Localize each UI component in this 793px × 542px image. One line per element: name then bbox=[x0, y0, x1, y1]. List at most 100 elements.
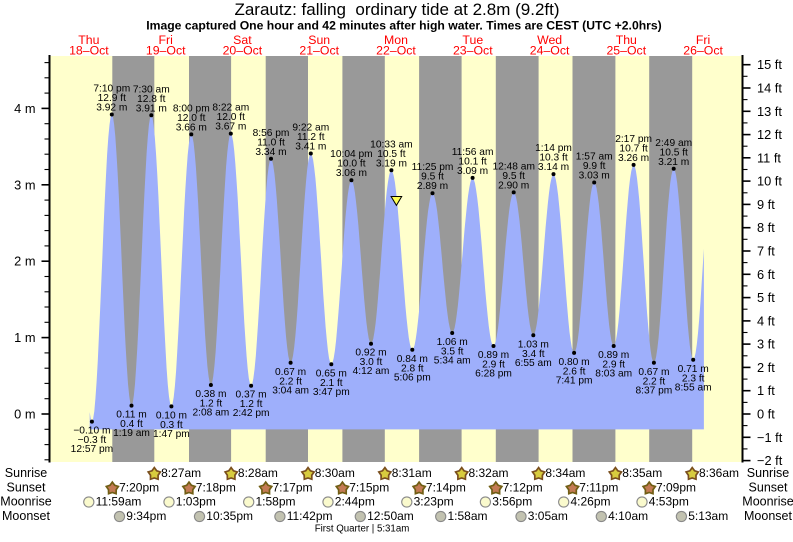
svg-text:12.8 ft: 12.8 ft bbox=[137, 94, 165, 105]
svg-text:4 m: 4 m bbox=[14, 101, 35, 116]
svg-text:6:28 pm: 6:28 pm bbox=[475, 369, 512, 380]
svg-text:1.06 m: 1.06 m bbox=[437, 337, 468, 348]
svg-text:Moonrise: Moonrise bbox=[0, 495, 51, 509]
svg-text:7:09pm: 7:09pm bbox=[656, 481, 696, 495]
svg-text:1:19 am: 1:19 am bbox=[113, 428, 150, 439]
svg-text:10 ft: 10 ft bbox=[757, 174, 782, 189]
svg-text:20–Oct: 20–Oct bbox=[223, 43, 263, 57]
svg-text:5 ft: 5 ft bbox=[757, 290, 775, 305]
svg-text:3.67 m: 3.67 m bbox=[215, 122, 246, 133]
svg-text:7:11pm: 7:11pm bbox=[579, 481, 618, 495]
svg-text:18–Oct: 18–Oct bbox=[69, 43, 109, 57]
svg-text:Mon: Mon bbox=[384, 33, 408, 47]
svg-text:0.80 m: 0.80 m bbox=[559, 357, 590, 368]
svg-text:2.9 ft: 2.9 ft bbox=[482, 360, 505, 371]
svg-text:7:17pm: 7:17pm bbox=[273, 481, 313, 495]
svg-text:3.5 ft: 3.5 ft bbox=[441, 347, 464, 358]
svg-text:3.19 m: 3.19 m bbox=[376, 158, 407, 169]
svg-text:0.4 ft: 0.4 ft bbox=[120, 419, 143, 430]
svg-text:3.26 m: 3.26 m bbox=[618, 153, 649, 164]
svg-text:0.67 m: 0.67 m bbox=[275, 367, 306, 378]
svg-text:Thu: Thu bbox=[616, 33, 637, 47]
svg-text:2:08 am: 2:08 am bbox=[192, 408, 229, 419]
svg-text:3.91 m: 3.91 m bbox=[136, 103, 167, 114]
svg-text:7 ft: 7 ft bbox=[757, 243, 775, 258]
svg-text:11:42pm: 11:42pm bbox=[287, 509, 333, 523]
svg-text:3 m: 3 m bbox=[14, 177, 35, 192]
svg-text:3.14 m: 3.14 m bbox=[538, 162, 569, 173]
svg-text:22–Oct: 22–Oct bbox=[376, 43, 416, 57]
svg-text:0.37 m: 0.37 m bbox=[236, 390, 267, 401]
svg-text:3.09 m: 3.09 m bbox=[457, 166, 488, 177]
svg-text:0 ft: 0 ft bbox=[757, 407, 775, 422]
svg-text:Sat: Sat bbox=[233, 33, 252, 47]
svg-text:8 ft: 8 ft bbox=[757, 220, 775, 235]
svg-text:1.2 ft: 1.2 ft bbox=[240, 399, 263, 410]
svg-text:4 ft: 4 ft bbox=[757, 313, 775, 328]
svg-text:8:31am: 8:31am bbox=[392, 466, 432, 480]
svg-text:7:30 am: 7:30 am bbox=[133, 84, 170, 95]
svg-text:1:47 pm: 1:47 pm bbox=[153, 429, 190, 440]
svg-text:23–Oct: 23–Oct bbox=[453, 43, 493, 57]
svg-text:1:58am: 1:58am bbox=[448, 509, 488, 523]
svg-text:Moonset: Moonset bbox=[744, 509, 792, 523]
svg-text:Sunset: Sunset bbox=[7, 481, 46, 495]
svg-text:10.7 ft: 10.7 ft bbox=[619, 143, 647, 154]
svg-text:8:28am: 8:28am bbox=[238, 466, 278, 480]
svg-text:2.1 ft: 2.1 ft bbox=[320, 378, 343, 389]
svg-text:3.66 m: 3.66 m bbox=[176, 122, 207, 133]
svg-text:−1 ft: −1 ft bbox=[757, 430, 783, 445]
svg-text:12:48 am: 12:48 am bbox=[492, 161, 534, 172]
svg-text:0.84 m: 0.84 m bbox=[397, 354, 428, 365]
svg-text:2.6 ft: 2.6 ft bbox=[563, 366, 586, 377]
svg-text:Moonset: Moonset bbox=[2, 509, 50, 523]
svg-text:4:10am: 4:10am bbox=[608, 509, 648, 523]
svg-text:Fri: Fri bbox=[159, 33, 173, 47]
svg-text:5:34 am: 5:34 am bbox=[434, 356, 471, 367]
svg-text:7:14pm: 7:14pm bbox=[426, 481, 466, 495]
svg-text:Sunrise: Sunrise bbox=[5, 466, 47, 480]
svg-text:0.71 m: 0.71 m bbox=[678, 364, 709, 375]
svg-text:8:56 pm: 8:56 pm bbox=[253, 128, 290, 139]
svg-text:2.90 m: 2.90 m bbox=[498, 180, 529, 191]
svg-text:1:57 am: 1:57 am bbox=[576, 152, 613, 163]
svg-text:Fri: Fri bbox=[696, 33, 710, 47]
svg-text:0.38 m: 0.38 m bbox=[195, 389, 226, 400]
svg-text:2:44pm: 2:44pm bbox=[335, 495, 375, 509]
svg-text:0.10 m: 0.10 m bbox=[156, 410, 187, 421]
svg-text:9.5 ft: 9.5 ft bbox=[421, 172, 444, 183]
svg-text:9.5 ft: 9.5 ft bbox=[502, 171, 525, 182]
svg-text:7:41 pm: 7:41 pm bbox=[556, 375, 593, 386]
svg-text:8:27am: 8:27am bbox=[161, 466, 201, 480]
svg-text:10.5 ft: 10.5 ft bbox=[377, 149, 405, 160]
svg-text:12.0 ft: 12.0 ft bbox=[217, 112, 245, 123]
svg-text:10.1 ft: 10.1 ft bbox=[458, 156, 486, 167]
svg-text:3:47 pm: 3:47 pm bbox=[313, 387, 350, 398]
svg-text:3.03 m: 3.03 m bbox=[579, 171, 610, 182]
svg-text:Sunset: Sunset bbox=[749, 481, 788, 495]
svg-text:3.4 ft: 3.4 ft bbox=[522, 349, 545, 360]
svg-text:Sun: Sun bbox=[308, 33, 330, 47]
svg-text:2 m: 2 m bbox=[14, 254, 35, 269]
svg-text:8:37 pm: 8:37 pm bbox=[635, 385, 672, 396]
svg-text:13 ft: 13 ft bbox=[757, 104, 782, 119]
svg-text:15 ft: 15 ft bbox=[757, 57, 782, 72]
svg-text:Tue: Tue bbox=[462, 33, 483, 47]
svg-text:0.67 m: 0.67 m bbox=[638, 367, 669, 378]
svg-text:2:42 pm: 2:42 pm bbox=[233, 408, 270, 419]
svg-text:0.65 m: 0.65 m bbox=[316, 368, 347, 379]
svg-text:0.3 ft: 0.3 ft bbox=[160, 420, 183, 431]
svg-text:1.2 ft: 1.2 ft bbox=[200, 399, 223, 410]
svg-text:2.2 ft: 2.2 ft bbox=[643, 376, 666, 387]
svg-text:8:32am: 8:32am bbox=[469, 466, 509, 480]
svg-text:26–Oct: 26–Oct bbox=[683, 43, 723, 57]
svg-text:4:12 am: 4:12 am bbox=[353, 366, 390, 377]
svg-text:3:05am: 3:05am bbox=[528, 509, 568, 523]
svg-text:7:18pm: 7:18pm bbox=[196, 481, 236, 495]
svg-text:1:14 pm: 1:14 pm bbox=[535, 143, 572, 154]
svg-text:2:17 pm: 2:17 pm bbox=[615, 134, 652, 145]
svg-text:19–Oct: 19–Oct bbox=[146, 43, 186, 57]
svg-text:0.11 m: 0.11 m bbox=[116, 410, 146, 421]
svg-text:3.0 ft: 3.0 ft bbox=[360, 357, 383, 368]
svg-text:9:22 am: 9:22 am bbox=[292, 123, 329, 134]
